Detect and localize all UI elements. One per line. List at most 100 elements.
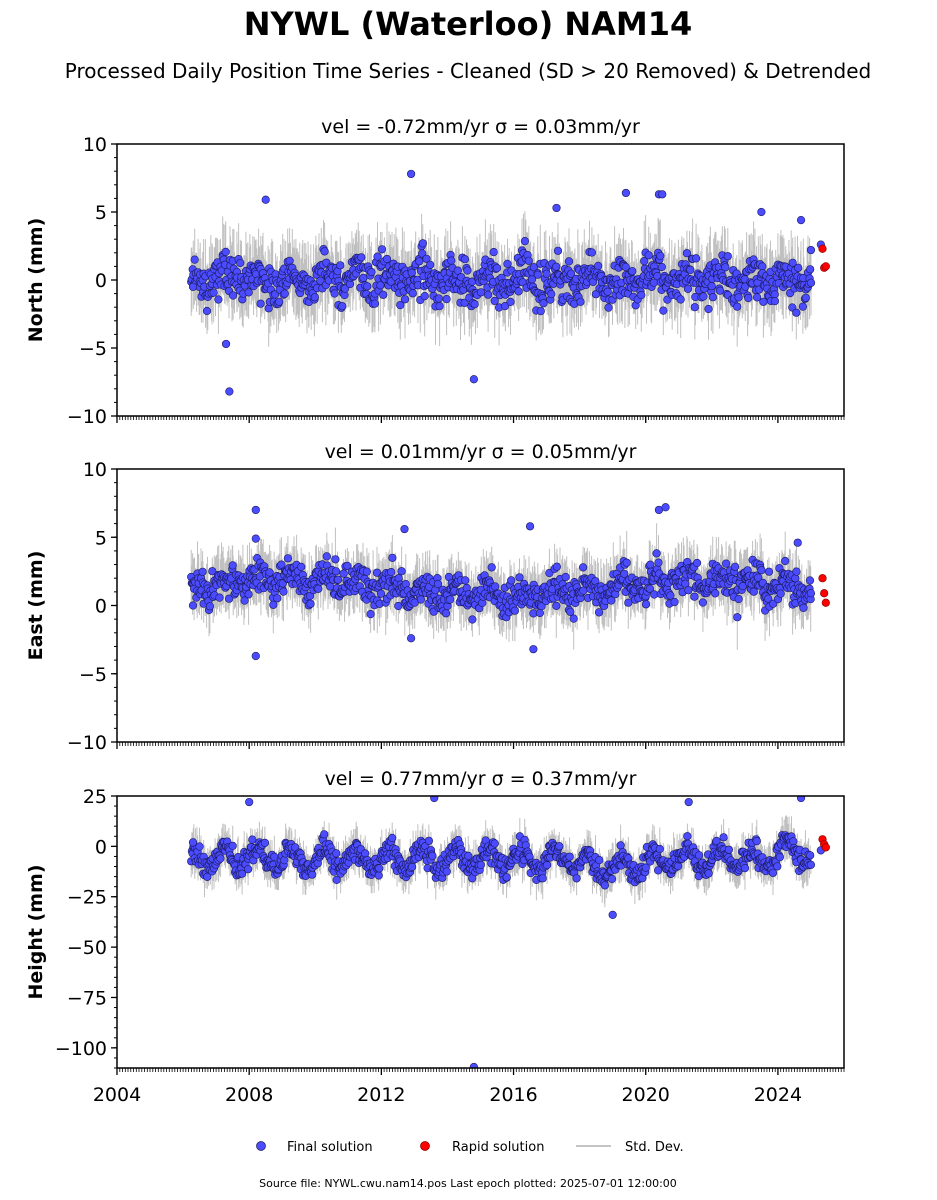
final-point bbox=[594, 608, 604, 617]
final-point bbox=[503, 259, 512, 269]
final-point bbox=[641, 600, 651, 609]
final-point bbox=[188, 282, 198, 291]
legend-final-marker bbox=[256, 1141, 266, 1151]
final-point bbox=[216, 854, 225, 863]
final-point bbox=[773, 862, 782, 871]
final-point bbox=[279, 587, 288, 596]
final-point bbox=[283, 554, 293, 563]
final-point bbox=[396, 301, 405, 310]
final-point bbox=[603, 287, 612, 296]
final-point bbox=[681, 579, 690, 588]
final-point bbox=[408, 289, 417, 298]
final-point bbox=[331, 567, 341, 576]
panel-north: vel = -0.72mm/yr σ = 0.03mm/yr North (mm)… bbox=[25, 116, 845, 428]
final-point bbox=[684, 586, 693, 595]
final-point bbox=[676, 295, 685, 304]
final-point bbox=[682, 249, 692, 258]
x-minor-ticks bbox=[116, 1068, 845, 1072]
final-point bbox=[552, 203, 561, 213]
final-point bbox=[624, 598, 633, 607]
panel-title: vel = 0.01mm/yr σ = 0.05mm/yr bbox=[325, 441, 637, 463]
y-tick-label: 0 bbox=[95, 836, 107, 858]
final-point bbox=[587, 248, 597, 257]
final-point bbox=[646, 560, 655, 569]
final-point bbox=[388, 833, 397, 843]
final-point bbox=[806, 860, 816, 869]
legend-rapid-marker bbox=[420, 1141, 430, 1151]
final-point bbox=[806, 589, 816, 598]
final-point bbox=[542, 269, 551, 278]
final-point bbox=[723, 252, 732, 261]
final-point bbox=[594, 261, 603, 271]
legend-final-label: Final solution bbox=[287, 1140, 373, 1155]
final-point bbox=[749, 587, 758, 596]
final-point bbox=[641, 863, 650, 872]
final-point bbox=[400, 524, 409, 534]
panel-title: vel = 0.77mm/yr σ = 0.37mm/yr bbox=[325, 768, 637, 790]
final-point bbox=[690, 592, 699, 601]
final-point bbox=[280, 289, 289, 298]
final-point bbox=[256, 299, 265, 308]
final-point bbox=[764, 567, 774, 576]
final-point bbox=[754, 573, 763, 582]
final-point bbox=[377, 245, 387, 254]
final-point bbox=[363, 282, 372, 291]
final-point bbox=[529, 645, 538, 654]
y-tick-label: −50 bbox=[67, 937, 107, 959]
final-point bbox=[336, 261, 345, 270]
figure-title: NYWL (Waterloo) NAM14 bbox=[244, 5, 693, 43]
final-point bbox=[666, 591, 675, 600]
final-point bbox=[552, 601, 561, 611]
y-tick-label: 5 bbox=[95, 527, 107, 549]
final-point bbox=[501, 302, 510, 311]
final-point bbox=[316, 276, 325, 285]
final-point bbox=[719, 833, 728, 842]
final-point bbox=[215, 593, 224, 602]
final-point bbox=[566, 269, 576, 278]
final-point bbox=[704, 304, 713, 314]
y-tick-label: −10 bbox=[67, 732, 107, 754]
final-point bbox=[208, 567, 217, 576]
final-point bbox=[645, 584, 655, 593]
final-point bbox=[453, 266, 463, 275]
final-point bbox=[330, 289, 339, 298]
final-point bbox=[805, 576, 815, 585]
final-point bbox=[468, 615, 477, 624]
final-point bbox=[374, 871, 383, 880]
final-point bbox=[418, 239, 427, 248]
final-point bbox=[578, 563, 588, 572]
final-point bbox=[260, 838, 270, 848]
final-point bbox=[653, 866, 663, 875]
final-point bbox=[457, 273, 466, 282]
final-point bbox=[510, 606, 520, 615]
final-point bbox=[740, 863, 750, 873]
final-point bbox=[781, 556, 790, 566]
final-point bbox=[759, 297, 768, 306]
final-point bbox=[195, 842, 204, 851]
final-point bbox=[332, 849, 341, 858]
y-axis-label: East (mm) bbox=[25, 551, 47, 661]
final-point bbox=[535, 608, 545, 618]
final-point bbox=[188, 601, 198, 610]
final-point bbox=[339, 569, 348, 578]
final-point bbox=[214, 295, 223, 304]
final-point bbox=[569, 614, 578, 623]
final-point bbox=[757, 207, 766, 217]
final-point bbox=[464, 851, 473, 861]
final-point bbox=[420, 292, 429, 301]
final-point bbox=[244, 865, 253, 874]
y-tick-label: 5 bbox=[95, 202, 107, 224]
final-point bbox=[555, 842, 564, 851]
final-point bbox=[794, 263, 803, 272]
final-point bbox=[387, 567, 396, 577]
final-point bbox=[366, 609, 375, 619]
final-point bbox=[261, 195, 270, 204]
final-point bbox=[659, 306, 668, 315]
final-point bbox=[806, 245, 816, 255]
y-tick-label: −25 bbox=[67, 887, 107, 909]
final-point bbox=[655, 844, 664, 854]
final-point bbox=[416, 595, 426, 604]
final-point bbox=[507, 576, 516, 585]
final-point bbox=[770, 297, 780, 306]
